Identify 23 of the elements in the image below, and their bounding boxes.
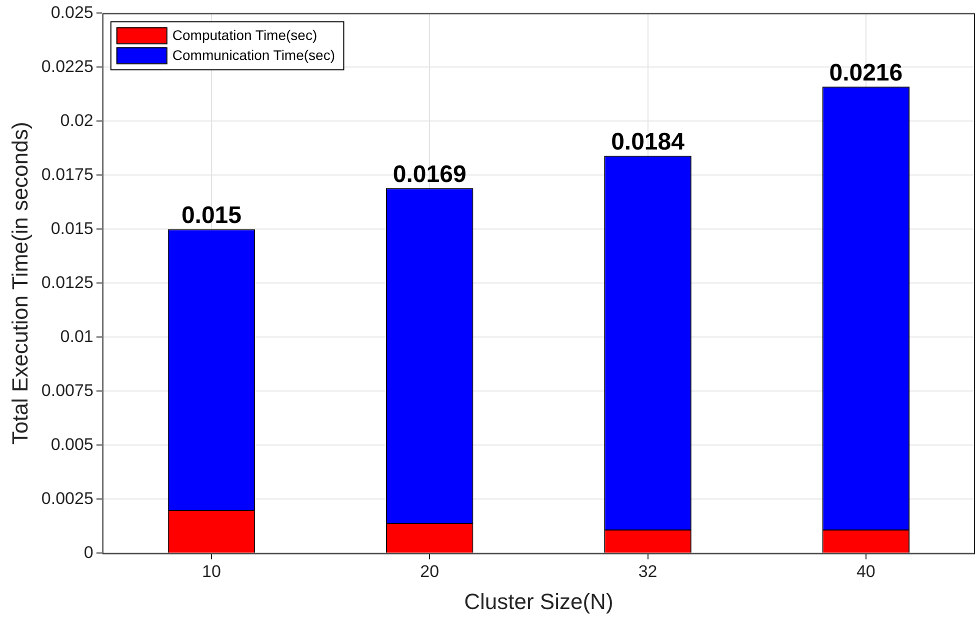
y-tick-label: 0.0075 xyxy=(41,380,94,400)
y-tick-label: 0.02 xyxy=(60,110,94,130)
y-tick-label: 0 xyxy=(84,542,94,562)
total-label: 0.0169 xyxy=(392,160,466,188)
y-tick-label: 0.0175 xyxy=(41,164,94,184)
x-axis-title: Cluster Size(N) xyxy=(464,588,614,614)
total-label: 0.0184 xyxy=(611,128,686,156)
y-tick-label: 0.025 xyxy=(50,2,94,22)
total-label: 0.015 xyxy=(181,202,242,229)
y-tick-label: 0.01 xyxy=(60,326,94,346)
y-tick-label: 0.0225 xyxy=(41,56,94,76)
y-tick-label: 0.015 xyxy=(50,218,94,238)
x-tick-label: 10 xyxy=(202,562,221,582)
x-tick-label: 20 xyxy=(420,562,440,582)
y-tick-label: 0.005 xyxy=(50,434,94,454)
legend-label: Communication Time(sec) xyxy=(172,47,336,64)
legend-label: Computation Time(sec) xyxy=(172,27,318,44)
y-axis-title: Total Execution Time(in seconds) xyxy=(7,122,32,445)
y-tick-label: 0.0125 xyxy=(41,272,94,292)
total-label: 0.0216 xyxy=(829,59,903,86)
x-tick-label: 32 xyxy=(638,562,658,582)
x-tick-label: 40 xyxy=(856,562,876,582)
y-tick-label: 0.0025 xyxy=(41,488,94,508)
